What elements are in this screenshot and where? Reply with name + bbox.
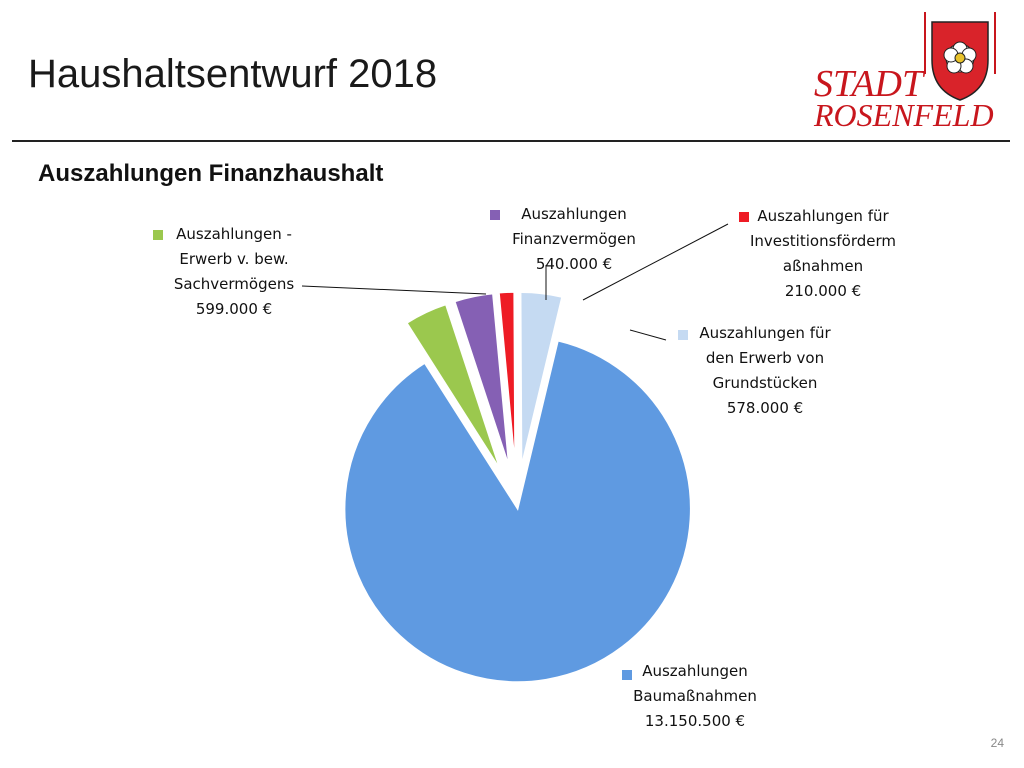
coat-of-arms-icon: STADT ROSENFELD — [813, 12, 996, 133]
logo-text-rosenfeld: ROSENFELD — [813, 97, 994, 132]
data-label: Auszahlungen für den Erwerb von Grundstück… — [699, 324, 831, 417]
pie-slices — [343, 291, 692, 683]
slice-finanzvermoegen — [453, 292, 510, 467]
slice-baumassnahmen — [343, 339, 692, 683]
data-label-line: Auszahlungen - — [176, 225, 292, 243]
data-label-line: Baumaßnahmen — [633, 687, 757, 705]
data-label-line: Sachvermögens — [174, 275, 295, 293]
data-label-line: aßnahmen — [783, 257, 863, 275]
data-labels: Auszahlungen Baumaßnahmen 13.150.500 €Ausz… — [153, 205, 896, 730]
legend-marker — [678, 330, 688, 340]
legend-marker — [622, 670, 632, 680]
data-label: Auszahlungen für Investitionsförderm aßnah… — [750, 207, 896, 300]
title-divider — [12, 140, 1010, 142]
data-label-line: Finanzvermögen — [512, 230, 636, 248]
slice-grundstuecke — [519, 291, 563, 466]
logo-text-stadt: STADT — [814, 63, 926, 105]
legend-marker — [739, 212, 749, 222]
leader-line — [629, 329, 667, 341]
data-label-line: 210.000 € — [785, 282, 861, 300]
data-label-line: Auszahlungen für — [699, 324, 831, 342]
data-label-line: Erwerb v. bew. — [179, 250, 288, 268]
data-label-line: 578.000 € — [727, 399, 803, 417]
slide-title: Haushaltsentwurf 2018 — [28, 52, 438, 96]
legend-marker — [153, 230, 163, 240]
data-label-line: den Erwerb von — [706, 349, 824, 367]
slice-sachvermoegen — [405, 303, 501, 470]
slice-investitionsfoerderung — [498, 291, 516, 466]
data-label-line: Auszahlungen — [521, 205, 627, 223]
leader-lines — [301, 223, 729, 341]
data-label-line: Investitionsförderm — [750, 232, 896, 250]
leader-line — [301, 285, 487, 295]
data-label: Auszahlungen - Erwerb v. bew. Sachvermögen… — [174, 225, 295, 318]
data-label: Auszahlungen Finanzvermögen 540.000 € — [512, 205, 636, 273]
legend-marker — [490, 210, 500, 220]
leader-line — [582, 223, 729, 301]
page-number: 24 — [990, 736, 1004, 750]
data-label-line: 13.150.500 € — [645, 712, 745, 730]
data-label-line: 599.000 € — [196, 300, 272, 318]
data-label-line: Auszahlungen — [642, 662, 748, 680]
data-label-line: Auszahlungen für — [757, 207, 889, 225]
data-label-line: 540.000 € — [536, 255, 612, 273]
data-label-line: Grundstücken — [713, 374, 818, 392]
city-logo: STADT ROSENFELD — [808, 12, 1018, 133]
data-label: Auszahlungen Baumaßnahmen 13.150.500 € — [633, 662, 757, 730]
chart-title: Auszahlungen Finanzhaushalt — [38, 160, 384, 187]
